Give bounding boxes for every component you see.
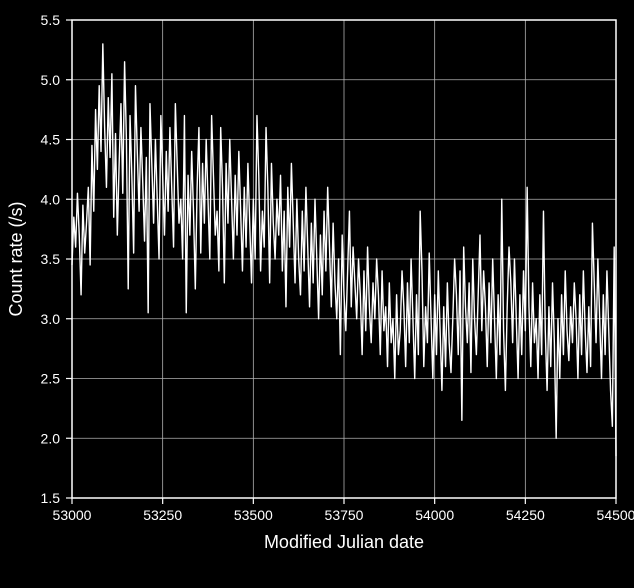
ytick-label: 2.0 <box>41 430 61 446</box>
xtick-label: 53500 <box>234 507 273 523</box>
ytick-label: 1.5 <box>41 490 61 506</box>
xtick-label: 53000 <box>53 507 92 523</box>
yaxis-label: Count rate (/s) <box>6 201 26 316</box>
xtick-label: 54000 <box>415 507 454 523</box>
xtick-label: 53250 <box>143 507 182 523</box>
xtick-label: 54250 <box>506 507 545 523</box>
ytick-label: 4.5 <box>41 132 61 148</box>
xtick-label: 54500 <box>597 507 634 523</box>
chart-container: 53000 53250 53500 53750 54000 54250 54500 1.5 2.… <box>0 0 634 588</box>
ytick-label: 3.5 <box>41 251 61 267</box>
ytick-label: 4.0 <box>41 191 61 207</box>
ytick-label: 3.0 <box>41 311 61 327</box>
xtick-label: 53750 <box>325 507 364 523</box>
ytick-label: 5.5 <box>41 12 61 28</box>
xaxis-label: Modified Julian date <box>264 532 424 552</box>
ytick-label: 2.5 <box>41 371 61 387</box>
ytick-label: 5.0 <box>41 72 61 88</box>
line-chart: 53000 53250 53500 53750 54000 54250 54500 1.5 2.… <box>0 0 634 588</box>
